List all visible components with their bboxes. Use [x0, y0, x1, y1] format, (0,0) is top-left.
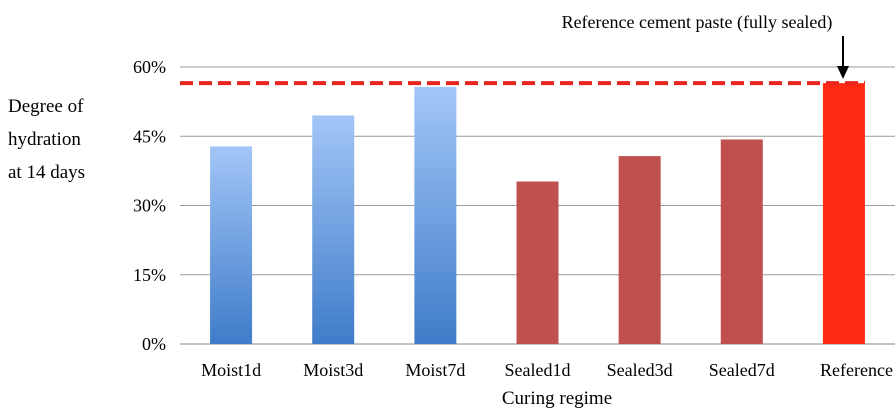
bar-moist1d — [210, 146, 253, 344]
y-tick-label: 30% — [133, 196, 166, 216]
bar-sealed7d — [720, 139, 763, 344]
x-category-label: Reference — [820, 360, 893, 380]
y-axis-label-line: at 14 days — [8, 162, 85, 183]
x-category-label: Sealed1d — [505, 360, 571, 380]
y-tick-label: 45% — [133, 126, 166, 146]
bars — [210, 83, 865, 345]
y-tick-label: 60% — [133, 57, 166, 77]
y-tick-label: 0% — [142, 334, 166, 354]
reference-annotation: Reference cement paste (fully sealed) — [562, 12, 833, 33]
bar-sealed1d — [516, 181, 559, 344]
x-category-label: Sealed7d — [709, 360, 775, 380]
y-axis-label: Degree of hydration at 14 days — [8, 96, 85, 183]
y-tick-label: 15% — [133, 265, 166, 285]
y-axis-ticks: 0% 15% 30% 45% 60% — [133, 57, 166, 354]
bar-sealed3d — [618, 156, 661, 344]
x-category-label: Moist3d — [303, 360, 363, 380]
y-axis-label-line: hydration — [8, 129, 81, 150]
x-category-label: Sealed3d — [607, 360, 673, 380]
x-axis-categories: Moist1d Moist3d Moist7d Sealed1d Sealed3d Sea… — [201, 360, 893, 380]
x-axis-label: Curing regime — [502, 388, 612, 409]
bar-moist3d — [312, 115, 355, 344]
y-axis-label-line: Degree of — [8, 96, 84, 117]
x-category-label: Moist1d — [201, 360, 261, 380]
annotation-arrow — [837, 36, 849, 79]
x-category-label: Moist7d — [405, 360, 465, 380]
bar-reference — [822, 83, 865, 345]
bar-moist7d — [414, 86, 457, 344]
